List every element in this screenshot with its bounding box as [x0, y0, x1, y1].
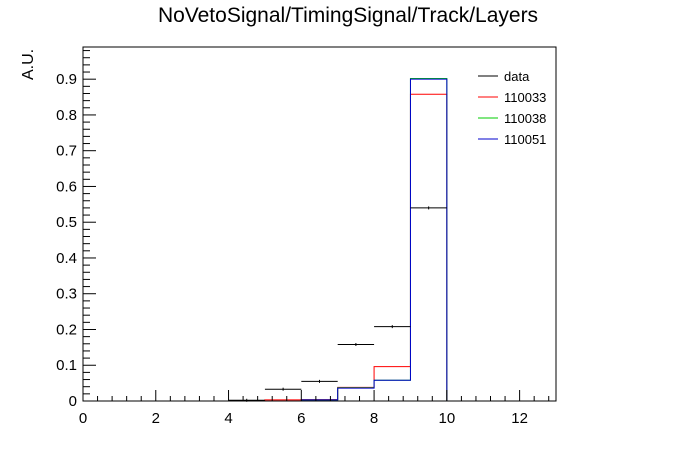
x-tick-label: 10 [439, 410, 456, 427]
series-layer [228, 77, 448, 402]
y-tick-label: 0 [69, 393, 77, 410]
y-tick-label: 0.5 [56, 214, 77, 231]
legend-label: 110033 [504, 90, 546, 105]
chart-title: NoVetoSignal/TimingSignal/Track/Layers [157, 4, 539, 27]
y-tick-label: 0.2 [56, 321, 77, 338]
series-step-line [228, 93, 448, 402]
x-tick-label: 12 [511, 410, 528, 427]
y-tick-label: 0.1 [56, 357, 77, 374]
x-tick-label: 0 [79, 410, 87, 427]
x-tick-label: 6 [297, 410, 305, 427]
x-tick-label: 8 [370, 410, 378, 427]
y-tick-label: 0.4 [56, 250, 77, 267]
plot-frame [82, 46, 557, 402]
y-tick-label: 0.3 [56, 286, 77, 303]
y-tick-label: 0.7 [56, 143, 77, 160]
series-step-line [228, 77, 448, 402]
legend-label: 110038 [504, 111, 546, 126]
legend-label: 110051 [504, 132, 546, 147]
legend: data 110033 110038 110051 [478, 69, 546, 147]
axes-layer: 0 2 4 6 8 10 12 0 0.1 0.2 0.3 0.4 0.5 0.6 0.7 0.8 0.9 [56, 46, 557, 427]
x-tick-label: 2 [152, 410, 160, 427]
x-tick-label: 4 [224, 410, 232, 427]
y-tick-label: 0.8 [56, 107, 77, 124]
legend-label: data [504, 69, 530, 84]
series-step-line [228, 78, 448, 402]
y-tick-label: 0.9 [56, 71, 77, 88]
y-tick-label: 0.6 [56, 178, 77, 195]
